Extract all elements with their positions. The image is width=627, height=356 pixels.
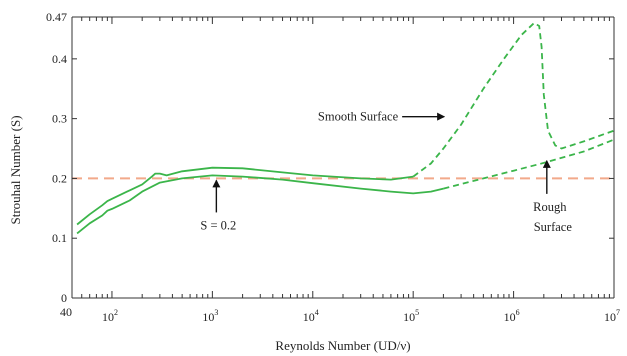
y-tick-label: 0.1 [52, 231, 67, 245]
y-tick-label: 0.4 [52, 52, 67, 66]
x-tick-label: 102 [102, 308, 118, 324]
x-tick-base: 10 [303, 310, 315, 324]
x-tick-label: 103 [202, 308, 218, 324]
y-axis-title: Strouhal Number (S) [8, 115, 23, 224]
x-tick-label: 105 [403, 308, 419, 324]
smooth-surface-dashed-line [412, 22, 615, 178]
x-tick-base: 10 [102, 310, 114, 324]
x-tick-exponent: 4 [315, 308, 319, 317]
x-tick-exponent: 3 [214, 308, 218, 317]
x-tick-label: 106 [504, 308, 520, 324]
x-tick-base: 10 [403, 310, 415, 324]
x-tick-exponent: 5 [415, 308, 419, 317]
x-tick-base: 10 [504, 310, 516, 324]
x-tick-base: 10 [604, 310, 616, 324]
series-layer [76, 22, 615, 235]
x-tick-exponent: 6 [516, 308, 520, 317]
x-tick-label: 104 [303, 308, 319, 324]
y-tick-label: 0.3 [52, 112, 67, 126]
x-tick-label: 40 [60, 305, 72, 319]
x-tick-exponent: 7 [616, 308, 620, 317]
label-rough: Rough [533, 200, 567, 214]
x-tick-label: 107 [604, 308, 620, 324]
label-s-0-2: S = 0.2 [200, 218, 236, 232]
y-tick-label: 0 [61, 291, 67, 305]
y-tick-label: 0.2 [52, 171, 67, 185]
y-tick-label: 0.47 [46, 10, 67, 24]
axis-layer [71, 16, 615, 299]
x-tick-exponent: 2 [114, 308, 118, 317]
rough-surface-solid-line [76, 174, 444, 235]
label-smooth-surface: Smooth Surface [318, 110, 399, 124]
rough-surface-dashed-line [443, 138, 615, 190]
x-tick-base: 10 [202, 310, 214, 324]
smooth-surface-solid-line [76, 166, 414, 226]
label-surface: Surface [534, 220, 573, 234]
x-axis-title: Reynolds Number (UD/ν) [275, 338, 410, 353]
annotation-layer: S = 0.2 Smooth Surface Rough Surface [200, 110, 572, 234]
